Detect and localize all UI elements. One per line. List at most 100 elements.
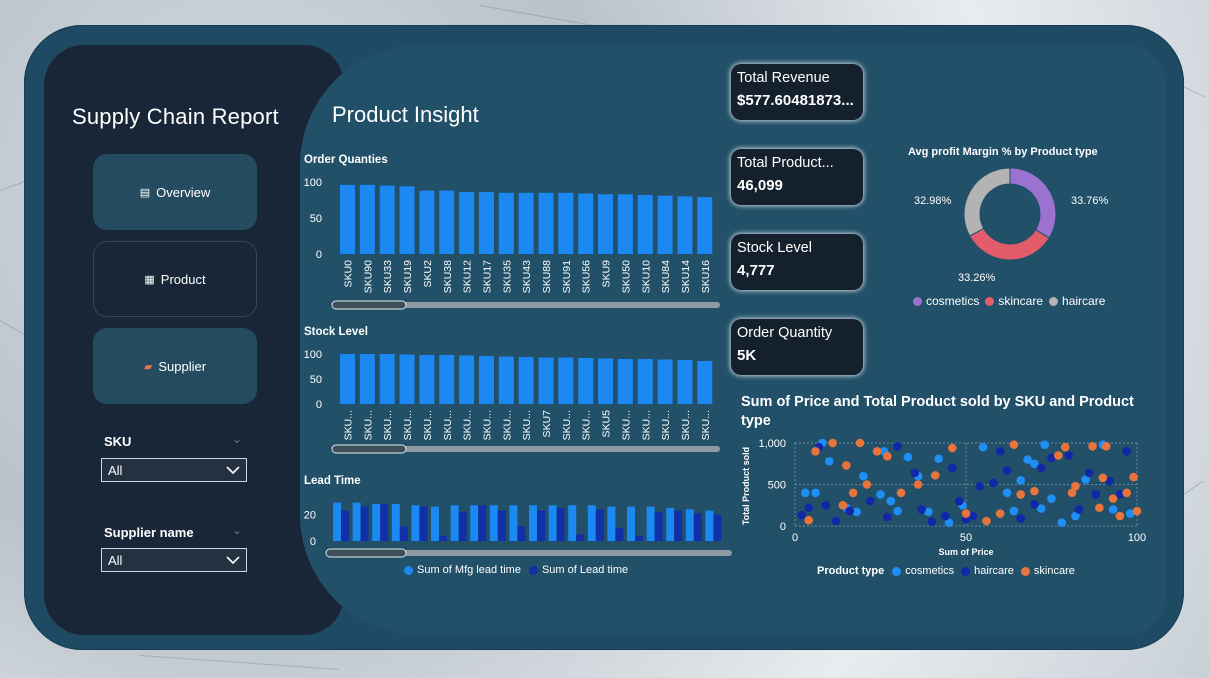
chevron-down-icon: [226, 555, 240, 564]
bar: [340, 354, 355, 404]
bar-mfg-lead-time: [607, 506, 616, 541]
lead-time-legend: Sum of Mfg lead time Sum of Lead time: [404, 564, 628, 576]
scatter-point-cosmetics: [1071, 511, 1080, 521]
scrollbar-thumb: [331, 300, 407, 310]
x-tick-label: SKU...: [481, 410, 493, 440]
x-tick-label: SKU88: [541, 260, 553, 293]
scatter-point-skincare: [862, 480, 872, 489]
sku-dropdown[interactable]: All: [101, 458, 247, 482]
scatter-point-cosmetics: [1036, 504, 1046, 513]
x-tick-label: SKU...: [343, 410, 355, 440]
legend-cosmetics-label: cosmetics: [905, 565, 955, 577]
bar-lead-time: [497, 510, 506, 541]
y-tick-label: 0: [310, 536, 316, 548]
x-tick-label: SKU...: [362, 410, 374, 440]
scatter-point-cosmetics: [924, 507, 933, 517]
bar-mfg-lead-time: [450, 505, 459, 541]
x-tick-label: 0: [792, 532, 798, 544]
kpi-value: 5K: [737, 347, 757, 364]
bar: [598, 358, 614, 404]
scatter-point-skincare: [948, 443, 957, 453]
scatter-point-haircare: [1074, 505, 1084, 514]
x-tick-label: SKU...: [640, 410, 652, 440]
bar-mfg-lead-time: [509, 505, 518, 541]
bar: [439, 190, 455, 254]
bar: [578, 358, 594, 404]
scatter-point-haircare: [941, 511, 950, 521]
supplier-dropdown-value: All: [108, 552, 123, 568]
x-tick-label: SKU...: [680, 410, 692, 440]
supplier-slicer-label: Supplier name: [104, 525, 194, 540]
bar-mfg-lead-time: [431, 506, 439, 541]
scatter-point-skincare: [848, 488, 858, 498]
bar-mfg-lead-time: [666, 507, 675, 541]
scatter-point-skincare: [838, 500, 848, 510]
scatter-point-cosmetics: [1047, 494, 1056, 503]
kpi-stock-level: Stock Level 4,777: [731, 234, 863, 290]
bar-lead-time: [595, 509, 604, 541]
nav-product-button[interactable]: ▦ Product: [93, 241, 257, 317]
scatter-point-cosmetics: [893, 506, 902, 516]
scatter-point-haircare: [1122, 447, 1132, 456]
y-tick-label: 50: [310, 213, 322, 225]
scatter-point-skincare: [1088, 442, 1097, 451]
bar: [439, 355, 455, 404]
scatter-point-skincare: [1054, 451, 1063, 460]
scatter-point-skincare: [995, 509, 1005, 518]
bar-mfg-lead-time: [352, 502, 361, 541]
x-tick-label: SKU90: [362, 260, 374, 293]
legend-skincare-label: skincare: [1033, 565, 1075, 577]
bar: [578, 193, 594, 254]
scatter-point-haircare: [831, 516, 841, 526]
nav-supplier-button[interactable]: ▰ Supplier: [93, 328, 257, 404]
scatter-point-haircare: [845, 506, 855, 516]
supplier-dropdown[interactable]: All: [101, 548, 247, 572]
kpi-label: Order Quantity: [737, 325, 833, 341]
scatter-point-skincare: [913, 480, 923, 489]
sku-slicer-label: SKU: [104, 434, 132, 449]
bar: [419, 190, 435, 254]
scatter-point-skincare: [872, 447, 882, 456]
scatter-point-haircare: [954, 496, 964, 506]
scatter-point-cosmetics: [800, 488, 810, 498]
nav-overview-button[interactable]: ▤ Overview: [93, 154, 257, 230]
bar-mfg-lead-time: [411, 505, 420, 541]
x-tick-label: SKU35: [501, 260, 513, 293]
bar: [637, 194, 653, 254]
donut-slice: [1009, 167, 1057, 239]
legend-haircare-label: haircare: [974, 565, 1014, 577]
kpi-value: 46,099: [737, 177, 783, 194]
scrollbar-thumb: [331, 444, 407, 454]
bar-lead-time: [399, 526, 408, 541]
scatter-point-skincare: [1108, 494, 1118, 503]
chevron-down-icon[interactable]: ⌄: [232, 523, 243, 537]
bar: [538, 357, 554, 404]
document-icon: ▤: [139, 186, 151, 199]
bar: [478, 356, 494, 404]
scatter-point-haircare: [1091, 490, 1101, 499]
scatter-point-skincare: [1071, 481, 1080, 491]
legend-mfg-label: Sum of Mfg lead time: [417, 564, 521, 576]
bar-mfg-lead-time: [529, 505, 537, 541]
legend-dot: [961, 566, 971, 576]
scatter-point-cosmetics: [811, 488, 820, 498]
nav-overview-label: Overview: [156, 184, 211, 200]
scatter-point-cosmetics: [978, 442, 988, 452]
scatter-point-haircare: [804, 503, 813, 513]
scatter-point-skincare: [1132, 506, 1142, 516]
bar-lead-time: [360, 506, 369, 541]
scatter-point-skincare: [896, 488, 906, 498]
scatter-point-skincare: [1060, 442, 1070, 452]
x-tick-label: SKU...: [382, 410, 394, 440]
data-label: 33.26%: [958, 272, 996, 284]
bar: [558, 192, 574, 254]
x-tick-label: SKU12: [462, 260, 474, 293]
scatter-point-haircare: [1047, 453, 1056, 463]
scatter-point-skincare: [855, 438, 865, 448]
bar-lead-time: [517, 526, 526, 541]
chevron-down-icon[interactable]: ⌄: [232, 432, 243, 446]
scatter-point-cosmetics: [903, 452, 913, 462]
legend-dot: [404, 565, 413, 575]
data-label: 33.76%: [1071, 195, 1109, 207]
bar: [598, 194, 614, 254]
